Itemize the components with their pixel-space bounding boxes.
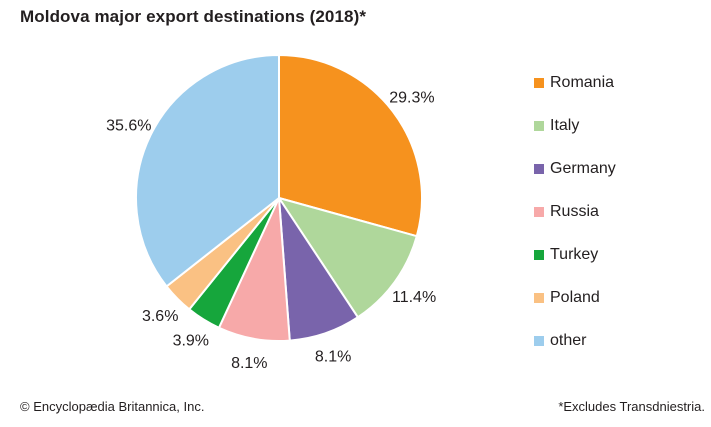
legend-item-germany: Germany (534, 159, 616, 177)
footnote: *Excludes Transdniestria. (558, 399, 705, 414)
pie-slice-romania (278, 54, 423, 238)
pie-slice-italy (278, 197, 418, 319)
legend-marker-russia (534, 206, 544, 217)
legend-label: Russia (550, 202, 599, 220)
legend-marker-germany (534, 163, 544, 174)
pie-slices-group (135, 54, 423, 342)
legend-item-turkey: Turkey (534, 245, 616, 263)
slice-label-germany: 8.1% (315, 349, 351, 366)
legend-item-romania: Romania (534, 73, 616, 91)
legend-label: Turkey (550, 245, 599, 263)
legend-label: Romania (550, 73, 615, 91)
slice-label-italy: 11.4% (392, 289, 436, 306)
legend-label: Poland (550, 288, 600, 306)
pie-slice-other (135, 54, 280, 288)
slice-label-poland: 3.6% (142, 308, 178, 325)
slice-label-other: 35.6% (106, 118, 151, 135)
legend-label: Germany (550, 159, 616, 177)
legend-marker-italy (534, 120, 544, 131)
pie-chart: 29.3% 11.4% 8.1% 8.1% 3.9% 3.6% 35.6% (106, 54, 436, 372)
legend-marker-turkey (534, 249, 544, 260)
legend-label: Italy (550, 116, 580, 134)
slice-label-russia: 8.1% (231, 355, 267, 372)
legend-marker-poland (534, 292, 544, 303)
slice-label-romania: 29.3% (389, 90, 434, 107)
legend-item-italy: Italy (534, 116, 616, 134)
legend-item-poland: Poland (534, 288, 616, 306)
legend: Romania Italy Germany Russia Turkey Poland oth… (534, 73, 616, 376)
legend-item-other: other (534, 331, 616, 349)
pie-labels-group: 29.3% 11.4% 8.1% 8.1% 3.9% 3.6% 35.6% (106, 90, 436, 372)
legend-item-russia: Russia (534, 202, 616, 220)
legend-label: other (550, 331, 587, 349)
chart-title: Moldova major export destinations (2018)… (20, 7, 367, 26)
legend-marker-other (534, 335, 544, 346)
legend-marker-romania (534, 77, 544, 88)
source-attribution: © Encyclopædia Britannica, Inc. (20, 399, 205, 414)
slice-label-turkey: 3.9% (173, 332, 209, 349)
